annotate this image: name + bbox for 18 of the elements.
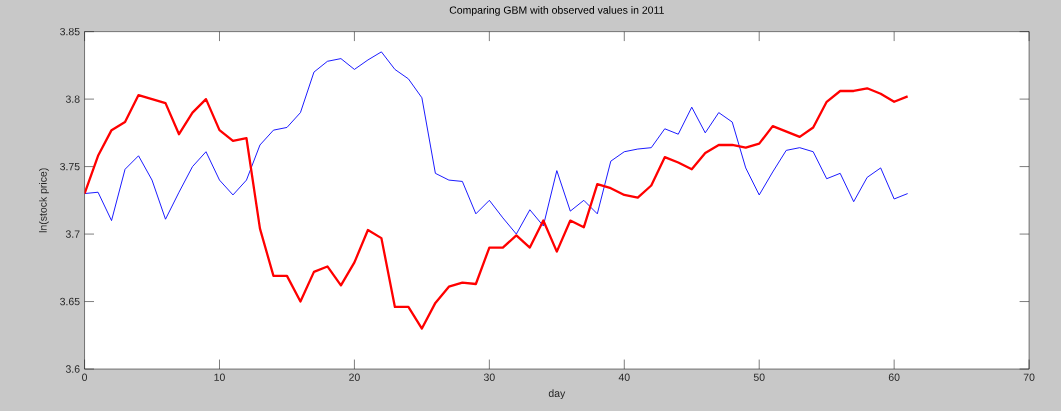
x-tick-label: 50 — [753, 373, 765, 381]
y-tick-label: 3.85 — [60, 27, 80, 36]
chart-title: Comparing GBM with observed values in 2011 — [449, 6, 664, 16]
line-series — [84, 51, 909, 235]
x-tick-label: 0 — [82, 373, 88, 381]
y-tick-label: 3.7 — [65, 230, 80, 238]
x-tick-label: 10 — [214, 373, 225, 381]
y-axis-title: ln(stock price) — [39, 168, 49, 233]
y-tick-label: 3.8 — [65, 95, 80, 103]
x-tick-label: 70 — [1023, 373, 1035, 381]
x-axis-title: day — [548, 389, 566, 400]
y-tick-label: 3.75 — [60, 162, 80, 171]
y-tick-label: 3.6 — [65, 365, 80, 373]
y-tick-label: 3.65 — [60, 297, 80, 306]
x-tick-label: 20 — [349, 373, 360, 381]
x-tick-label: 30 — [483, 373, 495, 381]
x-tick-label: 60 — [888, 373, 900, 381]
x-tick-label: 40 — [618, 373, 630, 381]
